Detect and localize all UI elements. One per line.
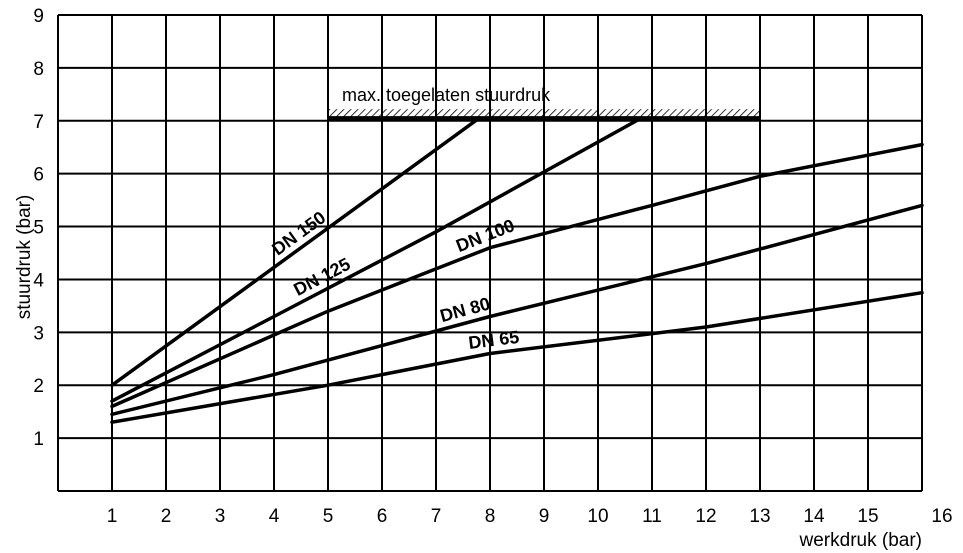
max-limit-line: max. toegelaten stuurdruk	[328, 85, 760, 121]
x-tick-label: 10	[587, 506, 608, 527]
series-label-dn-80: DN 80	[438, 293, 492, 326]
x-tick-label: 16	[931, 506, 952, 527]
x-tick-label: 2	[161, 506, 172, 527]
series-line-dn-80	[110, 203, 924, 417]
x-tick-label: 1	[107, 506, 118, 527]
x-tick-label: 7	[431, 506, 442, 527]
x-tick-label: 12	[695, 506, 716, 527]
y-tick-label: 3	[33, 323, 44, 344]
x-tick-labels: 1 2 3 4 5 6 7 8 9 10 11 12 13 14 15 16	[107, 506, 953, 527]
x-tick-label: 13	[749, 506, 770, 527]
series-line-dn-100	[110, 142, 924, 409]
y-tick-label: 2	[33, 376, 44, 397]
y-tick-label: 9	[33, 6, 44, 27]
x-tick-label: 8	[485, 506, 496, 527]
y-tick-label: 1	[33, 429, 44, 450]
x-tick-label: 6	[377, 506, 388, 527]
y-axis-label: stuurdruk (bar)	[14, 195, 35, 320]
y-tick-labels: 1 2 3 4 5 6 7 8 9	[33, 6, 44, 450]
x-axis-label: werkdruk (bar)	[799, 530, 922, 551]
series-line-dn-150	[110, 116, 481, 387]
x-tick-label: 3	[215, 506, 226, 527]
grid	[57, 14, 923, 492]
x-tick-label: 9	[539, 506, 550, 527]
series-lines	[110, 116, 924, 424]
x-tick-label: 15	[857, 506, 878, 527]
x-tick-label: 14	[803, 506, 825, 527]
series-line-dn-65	[110, 290, 924, 424]
y-tick-label: 7	[33, 112, 44, 133]
y-tick-label: 8	[33, 59, 44, 80]
limit-label: max. toegelaten stuurdruk	[342, 85, 551, 105]
x-tick-label: 4	[269, 506, 280, 527]
series-line-dn-125	[110, 116, 643, 403]
limit-hatch	[328, 109, 760, 119]
y-tick-label: 5	[33, 218, 44, 239]
x-tick-label: 5	[323, 506, 334, 527]
x-tick-label: 11	[642, 506, 662, 527]
y-tick-label: 6	[33, 165, 44, 186]
y-tick-label: 4	[33, 270, 44, 291]
